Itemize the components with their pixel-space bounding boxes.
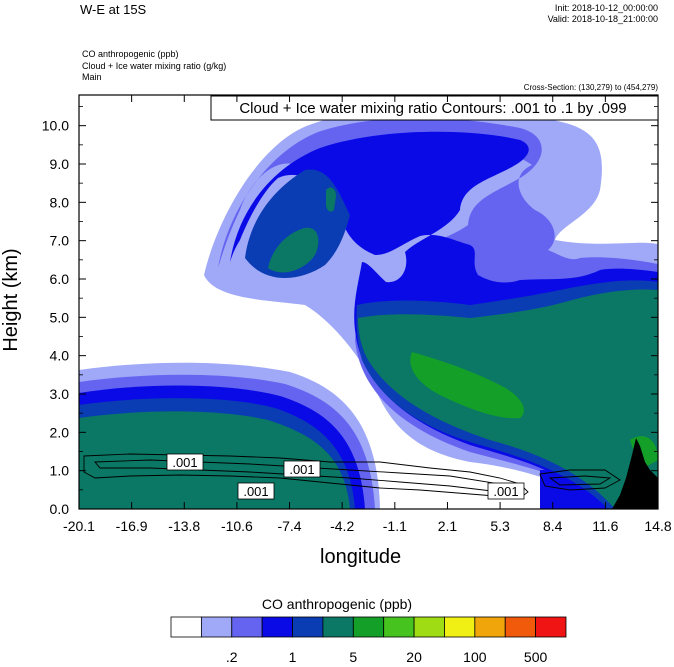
x-tick-label: -4.2 xyxy=(330,518,354,534)
filled-contours xyxy=(79,108,658,509)
contour-fill-level-6 xyxy=(410,352,524,419)
colorbar-swatch xyxy=(231,616,263,638)
cross-section-label: Cross-Section: (130,279) to (454,279) xyxy=(523,83,658,92)
x-tick-label: 14.8 xyxy=(644,518,671,534)
colorbar-swatch xyxy=(474,616,506,638)
plot-frame xyxy=(78,94,659,510)
contour-info-box xyxy=(210,95,659,121)
contour-label: .001 xyxy=(243,484,268,499)
y-tick-label: 5.0 xyxy=(50,309,70,325)
valid-time: Valid: 2018-10-18_21:00:00 xyxy=(547,14,658,24)
y-tick-label: 6.0 xyxy=(50,271,70,287)
y-tick-label: 3.0 xyxy=(50,386,70,402)
init-time: Init: 2018-10-12_00:00:00 xyxy=(554,3,658,13)
contour-label: .001 xyxy=(172,455,197,470)
x-tick-label: -13.8 xyxy=(168,518,200,534)
colorbar-swatch xyxy=(352,616,385,638)
x-tick-label: -1.1 xyxy=(383,518,407,534)
x-axis: -20.1 -16.9 -13.8 -10.6 -7.4 -4.2 -1.1 2.1 5.3 8.… xyxy=(63,95,672,534)
x-tick-label: -10.6 xyxy=(221,518,253,534)
y-tick-label: 7.0 xyxy=(50,233,70,249)
colorbar-swatch xyxy=(261,616,293,638)
y-tick-label: 8.0 xyxy=(50,194,70,210)
x-axis-label: longitude xyxy=(320,546,401,568)
colorbar-swatch xyxy=(292,616,324,638)
x-tick-label: 11.6 xyxy=(592,518,618,534)
x-tick-label: 8.4 xyxy=(543,518,563,534)
colorbar-swatch xyxy=(444,616,476,638)
colorbar-swatch xyxy=(200,616,233,638)
contour-label: .001 xyxy=(289,462,314,477)
variable-label-domain: Main xyxy=(82,72,102,82)
colorbar-tick-label: 500 xyxy=(524,649,548,665)
colorbar-swatch xyxy=(170,616,202,638)
colorbar-swatch xyxy=(322,616,354,638)
y-tick-label: 4.0 xyxy=(50,348,70,364)
y-tick-label: 10.0 xyxy=(42,118,69,134)
y-tick-label: 2.0 xyxy=(50,424,70,440)
colorbar-tick-label: .2 xyxy=(226,649,238,665)
x-tick-label: 5.3 xyxy=(490,518,510,534)
terrain-fill xyxy=(612,438,658,509)
contour-fill-level-5 xyxy=(79,411,350,509)
contour-fill-level-5 xyxy=(326,187,336,212)
colorbar-swatch xyxy=(383,616,415,638)
contour-fill-level-5 xyxy=(268,227,319,273)
colorbar: .2 1 5 20 100 500 xyxy=(170,616,567,665)
x-tick-label: -16.9 xyxy=(116,518,148,534)
x-tick-label: -20.1 xyxy=(63,518,95,534)
contour-label: .001 xyxy=(493,484,518,499)
colorbar-title: CO anthropogenic (ppb) xyxy=(261,596,413,612)
y-axis-label: Height (km) xyxy=(0,248,22,351)
x-tick-label: -7.4 xyxy=(277,518,301,534)
variable-label-cloud: Cloud + Ice water mixing ratio (g/kg) xyxy=(82,61,227,71)
y-tick-label: 1.0 xyxy=(50,463,70,479)
colorbar-swatch xyxy=(413,616,445,638)
y-tick-label: 0.0 xyxy=(50,501,70,517)
y-tick-label: 9.0 xyxy=(50,156,70,172)
colorbar-tick-label: 20 xyxy=(406,649,422,665)
colorbar-swatch xyxy=(535,616,567,638)
colorbar-tick-label: 1 xyxy=(289,649,297,665)
colorbar-tick-label: 100 xyxy=(463,649,487,665)
colorbar-tick-label: 5 xyxy=(349,649,357,665)
plot-title: W-E at 15S xyxy=(80,2,147,17)
variable-label-co: CO anthropogenic (ppb) xyxy=(82,49,179,59)
contour-fill-level-4 xyxy=(245,169,350,279)
contour-info-text: Cloud + Ice water mixing ratio Contours:… xyxy=(239,100,626,117)
contour-labels: .001 .001 .001 .001 xyxy=(166,453,525,500)
colorbar-swatch xyxy=(504,616,537,638)
x-tick-label: 2.1 xyxy=(438,518,458,534)
y-axis: 0.0 1.0 2.0 3.0 4.0 5.0 6.0 7.0 8.0 9.0 10.0 xyxy=(42,106,658,517)
